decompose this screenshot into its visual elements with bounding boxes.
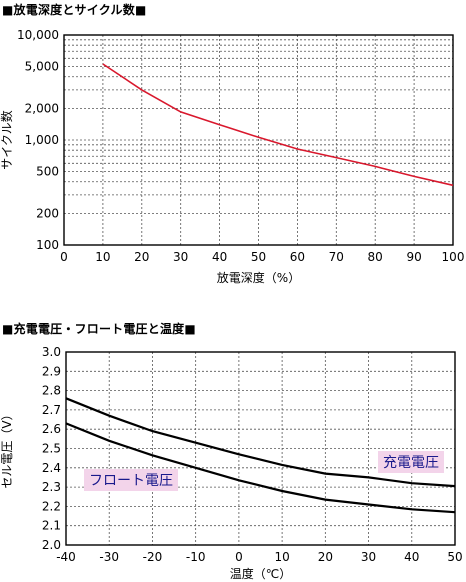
- x-tick-label: -20: [143, 550, 163, 564]
- float-voltage-line: [65, 422, 456, 514]
- cycle-life-line: [102, 63, 454, 187]
- x-tick-label: 40: [212, 250, 227, 264]
- y-tick-label: 2.9: [42, 364, 61, 378]
- float-voltage-label-bg: [84, 469, 178, 491]
- y-tick-label: 2.6: [42, 422, 61, 436]
- x-tick-label: 30: [173, 250, 188, 264]
- x-tick-label: 70: [329, 250, 344, 264]
- y-tick-label: 2.8: [42, 384, 61, 398]
- y-tick-label: 2.5: [42, 442, 61, 456]
- x-axis-label: 放電深度（%）: [217, 270, 300, 285]
- x-tick-label: 0: [235, 550, 243, 564]
- y-tick-label: 2.2: [42, 499, 61, 513]
- y-tick-label: 2.0: [42, 538, 61, 552]
- x-axis-label: 温度（℃）: [230, 566, 291, 581]
- chart-title-discharge-depth: ■放電深度とサイクル数■: [2, 3, 147, 17]
- y-tick-label: 2,000: [25, 101, 59, 115]
- y-tick-label: 3.0: [42, 345, 61, 359]
- x-tick-label: 10: [95, 250, 110, 264]
- y-tick-label: 200: [36, 206, 59, 220]
- x-tick-label: 50: [447, 550, 462, 564]
- x-tick-label: 90: [406, 250, 421, 264]
- x-tick-label: -40: [56, 550, 76, 564]
- x-tick-label: 60: [290, 250, 305, 264]
- plot-frame: [65, 351, 456, 546]
- charge-voltage-label-bg: [378, 451, 444, 473]
- y-tick-label: 500: [36, 165, 59, 179]
- y-tick-label: 2.3: [42, 480, 61, 494]
- x-tick-label: 80: [368, 250, 383, 264]
- charge-voltage-label: 充電電圧: [383, 455, 439, 471]
- y-tick-label: 10,000: [17, 28, 59, 42]
- charge-voltage-line: [65, 397, 456, 488]
- x-tick-label: 40: [404, 550, 419, 564]
- x-tick-label: 10: [274, 550, 289, 564]
- x-tick-label: 50: [251, 250, 266, 264]
- chart-title-voltage-temperature: ■充電電圧・フロート電圧と温度■: [2, 322, 196, 336]
- y-axis-label: サイクル数: [0, 110, 14, 169]
- y-tick-label: 5,000: [25, 60, 59, 74]
- x-tick-label: -30: [99, 550, 119, 564]
- y-tick-label: 2.7: [42, 403, 61, 417]
- x-tick-label: 20: [134, 250, 149, 264]
- x-tick-label: -10: [186, 550, 206, 564]
- x-tick-label: 30: [361, 550, 376, 564]
- y-tick-label: 2.1: [42, 519, 61, 533]
- plot-frame: [63, 34, 454, 246]
- float-voltage-label: フロート電圧: [89, 473, 173, 489]
- y-axis-label: セル電圧（V）: [0, 408, 14, 488]
- x-tick-label: 0: [60, 250, 68, 264]
- x-tick-label: 20: [318, 550, 333, 564]
- y-tick-label: 2.4: [42, 461, 61, 475]
- chart-discharge-depth-cycles: 0 10 20 30 40 50 60 70 80 90 100 100 200 500 1,000 2,00…: [0, 28, 464, 285]
- x-tick-label: 100: [442, 250, 465, 264]
- chart-voltage-temperature: -40 -30 -20 -10 0 10 20 30 40 50 2.0 2.1 2.2 2.3 2.4 2.…: [0, 345, 463, 581]
- y-tick-label: 1,000: [25, 133, 59, 147]
- y-tick-label: 100: [36, 238, 59, 252]
